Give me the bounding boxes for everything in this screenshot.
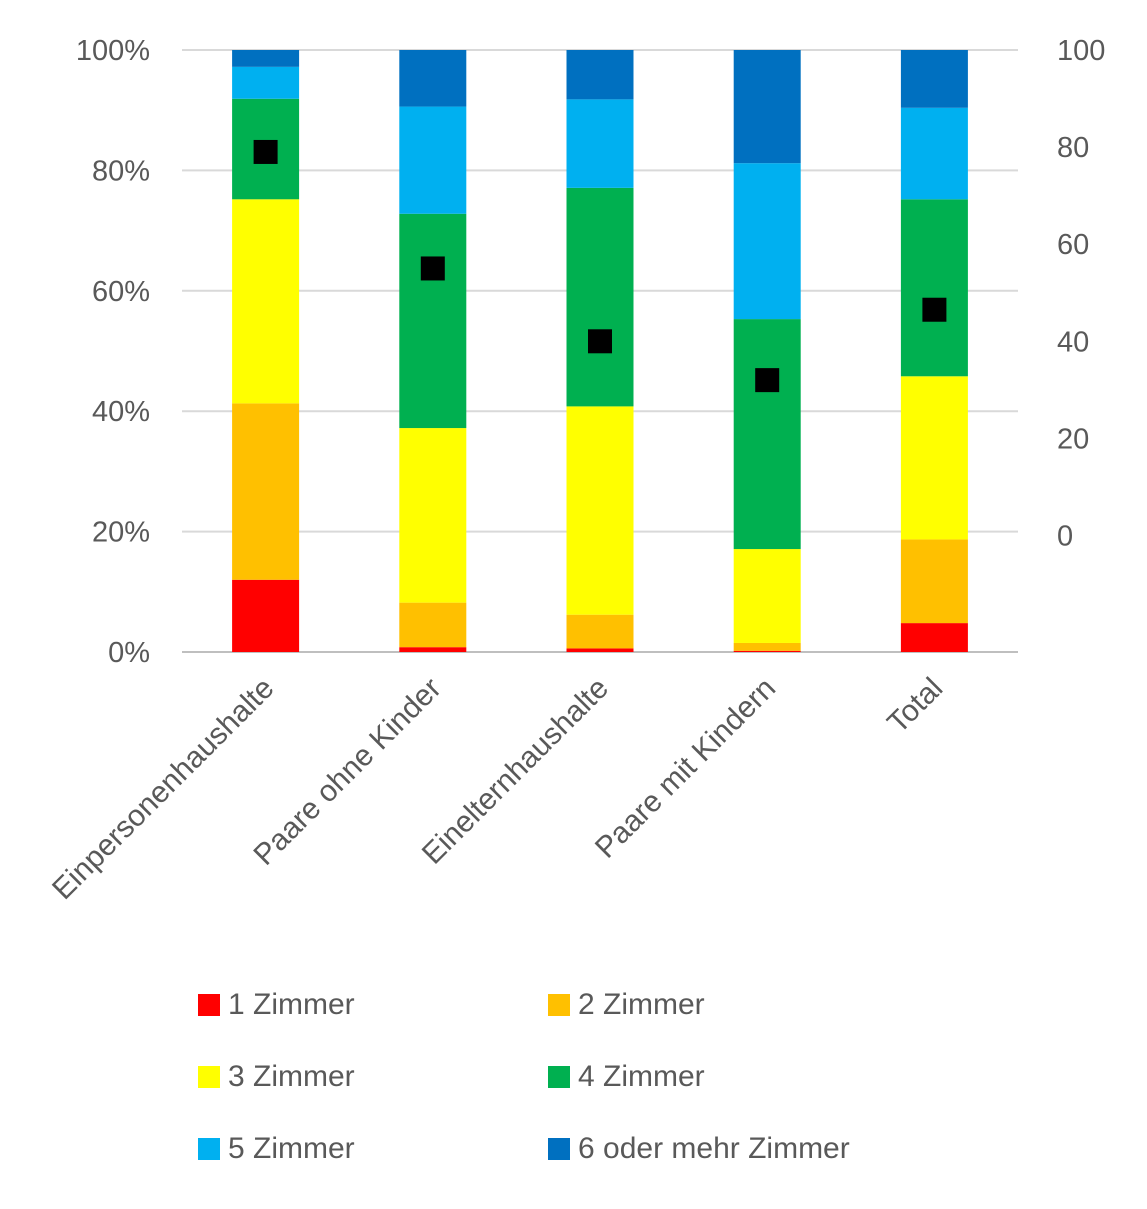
y2-tick-label: 80: [1057, 132, 1089, 164]
y-tick-label: 0%: [108, 637, 150, 669]
y2-tick-label: 100: [1057, 35, 1105, 67]
bar-segment: [733, 319, 801, 550]
bar-segment: [733, 642, 801, 651]
bar-segment: [733, 549, 801, 643]
bar-segment: [900, 50, 968, 108]
bar-segment: [399, 647, 467, 652]
bar-segment: [399, 428, 467, 603]
bar-segment: [566, 614, 634, 649]
y-tick-label: 80%: [92, 155, 150, 187]
bar-segment: [733, 650, 801, 652]
marker-point: [755, 368, 780, 393]
markers: [253, 139, 947, 393]
y-tick-label: 60%: [92, 276, 150, 308]
category-label: Total: [881, 672, 949, 740]
bar-segment: [566, 187, 634, 407]
legend-item: 3 Zimmer: [198, 1057, 355, 1097]
y-tick-label: 40%: [92, 396, 150, 428]
bar-segment: [566, 648, 634, 652]
y-tick-label: 20%: [92, 517, 150, 549]
bar-segment: [566, 50, 634, 100]
bar-segment: [900, 199, 968, 377]
legend-item: 5 Zimmer: [198, 1129, 355, 1169]
bar-segment: [232, 199, 300, 404]
marker-point: [922, 297, 947, 322]
bar-segment: [733, 50, 801, 164]
y2-tick-label: 60: [1057, 229, 1089, 261]
bar-segment: [733, 163, 801, 320]
bar-segment: [399, 50, 467, 107]
legend-item: 1 Zimmer: [198, 985, 355, 1025]
legend-swatch: [548, 1066, 570, 1088]
bar-segment: [399, 213, 467, 429]
category-label: Einelternhaushalte: [416, 672, 615, 871]
bar-segment: [900, 623, 968, 652]
y2-tick-label: 40: [1057, 326, 1089, 358]
bar-segment: [232, 66, 300, 99]
marker-point: [420, 256, 445, 281]
legend-item: 2 Zimmer: [548, 985, 705, 1025]
bar-segment: [232, 579, 300, 652]
legend-label: 6 oder mehr Zimmer: [578, 1132, 850, 1165]
legend-label: 2 Zimmer: [578, 988, 705, 1021]
category-label: Paare ohne Kinder: [248, 672, 448, 872]
bar-segment: [566, 99, 634, 188]
marker-point: [253, 139, 278, 164]
legend-swatch: [198, 1138, 220, 1160]
legend-label: 3 Zimmer: [228, 1060, 355, 1093]
legend-label: 4 Zimmer: [578, 1060, 705, 1093]
y2-tick-label: 20: [1057, 423, 1089, 455]
bar-segment: [900, 539, 968, 624]
legend-swatch: [198, 1066, 220, 1088]
bar-segment: [399, 106, 467, 214]
bar-segment: [232, 50, 300, 67]
legend-swatch: [548, 1138, 570, 1160]
y-axis-ticks: 0% 20% 40% 60% 80% 100%: [76, 35, 150, 669]
legend-swatch: [548, 994, 570, 1016]
y2-axis-ticks: 0 20 40 60 80 100: [1057, 35, 1105, 552]
bar-segment: [566, 406, 634, 615]
legend-label: 5 Zimmer: [228, 1132, 355, 1165]
legend-item: 6 oder mehr Zimmer: [548, 1129, 850, 1169]
category-label: Paare mit Kindern: [589, 672, 782, 865]
bar-segment: [232, 403, 300, 580]
bar-segment: [900, 107, 968, 200]
marker-point: [588, 329, 612, 354]
bars: [232, 50, 968, 652]
y-tick-label: 100%: [76, 35, 150, 67]
y2-tick-label: 0: [1057, 520, 1073, 552]
legend-label: 1 Zimmer: [228, 988, 355, 1021]
legend-item: 4 Zimmer: [548, 1057, 705, 1097]
chart: 0% 20% 40% 60% 80% 100% 0 20 40 60 80 100 Einperso…: [46, 35, 1105, 906]
legend-swatch: [198, 994, 220, 1016]
bar-segment: [399, 602, 467, 648]
category-label: Einpersonenhaushalte: [46, 672, 280, 906]
bar-segment: [900, 376, 968, 540]
